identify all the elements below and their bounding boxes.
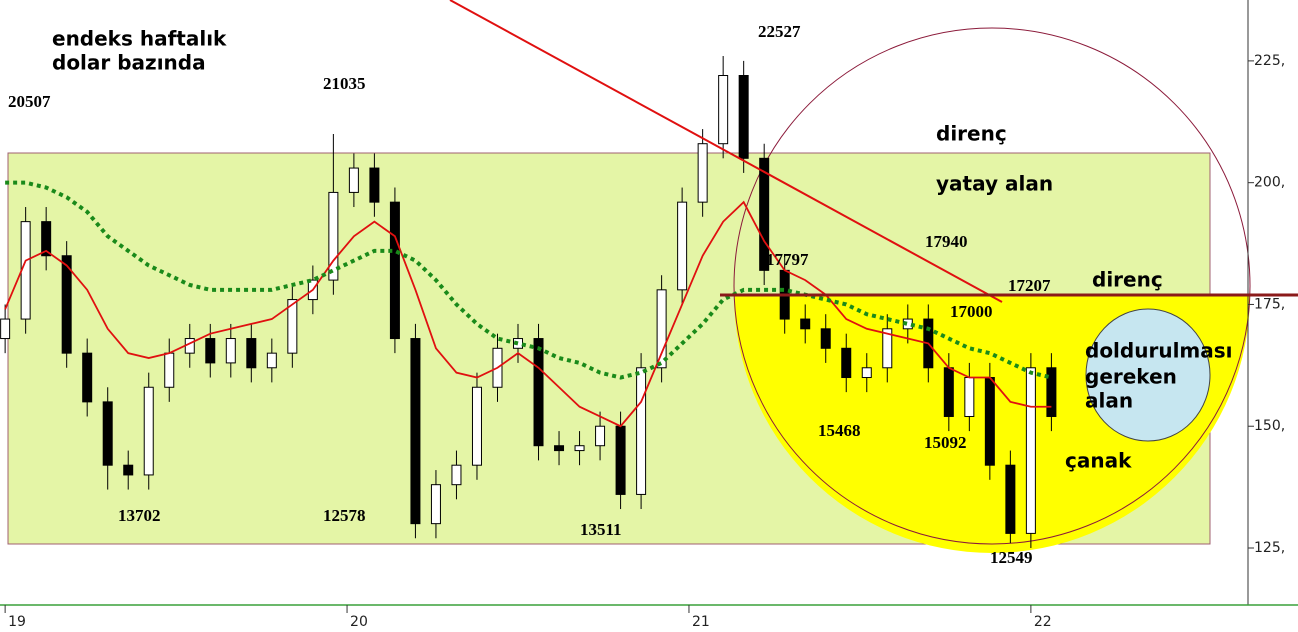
x-tick-label: 19 (8, 614, 26, 630)
candle-body (554, 445, 565, 452)
annotation: çanak (1065, 449, 1132, 473)
annotation: doldurulması (1085, 339, 1233, 363)
annotation: 20507 (8, 92, 51, 111)
candle-body (246, 338, 257, 369)
annotation: dolar bazında (52, 51, 206, 75)
y-tick-label: 225, (1254, 53, 1285, 69)
y-tick-label: 200, (1254, 175, 1285, 191)
candle-body (410, 338, 421, 525)
annotation: 12578 (323, 506, 366, 525)
y-tick-label: 125, (1254, 540, 1285, 556)
annotation: 15468 (818, 421, 861, 440)
candle-body (41, 221, 52, 257)
candle-body (266, 352, 277, 369)
y-tick-label: 150, (1254, 418, 1285, 434)
annotation: 17000 (950, 302, 993, 321)
candle-body (718, 75, 729, 145)
candle-body (471, 386, 482, 466)
candle-body (451, 464, 462, 486)
candle-body (0, 318, 11, 340)
annotation: yatay alan (936, 172, 1053, 196)
bowl-circle (733, 27, 1251, 545)
candle-body (123, 464, 134, 476)
candle-body (1025, 367, 1036, 534)
candle-body (225, 338, 236, 364)
candle-body (1046, 367, 1057, 417)
x-tick-label: 22 (1034, 614, 1052, 630)
annotation: 21035 (323, 74, 366, 93)
candle-body (943, 367, 954, 417)
candle-body (1005, 464, 1016, 534)
annotation: 17797 (766, 250, 809, 269)
annotation: 22527 (758, 22, 801, 41)
candle-body (841, 347, 852, 379)
candle-body (656, 289, 667, 369)
annotation: 13511 (580, 520, 622, 539)
annotation: 17940 (925, 232, 968, 251)
candle-body (677, 201, 688, 291)
shapes (0, 0, 1298, 606)
candle-body (615, 425, 626, 495)
candle-body (389, 201, 400, 340)
candle-body (328, 191, 339, 281)
trend-line (449, 0, 1003, 303)
candle-body (143, 386, 154, 476)
candle-body (595, 425, 606, 447)
candle-body (861, 367, 872, 379)
candle-body (369, 167, 380, 203)
candle-body (287, 299, 298, 354)
candle-body (882, 328, 893, 369)
y-tick-label: 175, (1254, 296, 1285, 312)
candle-body (348, 167, 359, 193)
x-tick-label: 21 (692, 614, 710, 630)
annotation: 17207 (1008, 276, 1051, 295)
candle-body (636, 367, 647, 495)
moving-average (4, 200, 1052, 428)
candle-body (205, 338, 216, 364)
candle-body (697, 143, 708, 203)
annotation: direnç (1092, 268, 1163, 292)
candle-body (574, 445, 585, 452)
candle-body (964, 377, 975, 417)
annotation: 12549 (990, 548, 1033, 567)
candle-body (430, 484, 441, 525)
overlays (449, 0, 1298, 303)
marks (0, 56, 1057, 549)
candle-body (61, 255, 72, 354)
fill-area (1085, 308, 1211, 442)
candle-body (738, 75, 749, 159)
candle-body (102, 401, 113, 466)
candle-body (800, 318, 811, 330)
annotation: gereken (1085, 365, 1177, 389)
annotation: endeks haftalık (52, 27, 227, 51)
x-tick-label: 20 (350, 614, 368, 630)
candle-body (984, 377, 995, 466)
candle-body (164, 352, 175, 388)
texts: 125, 150, 175, 200, 225, 19 20 21 22 endeks hafta… (4, 22, 1285, 630)
annotation: direnç (936, 122, 1007, 146)
annotation: alan (1085, 389, 1133, 413)
annotation: 13702 (118, 506, 161, 525)
candle-body (820, 328, 831, 349)
candle-body (759, 157, 770, 271)
candle-body (533, 338, 544, 447)
annotation: 15092 (924, 433, 967, 452)
candle-body (82, 352, 93, 403)
